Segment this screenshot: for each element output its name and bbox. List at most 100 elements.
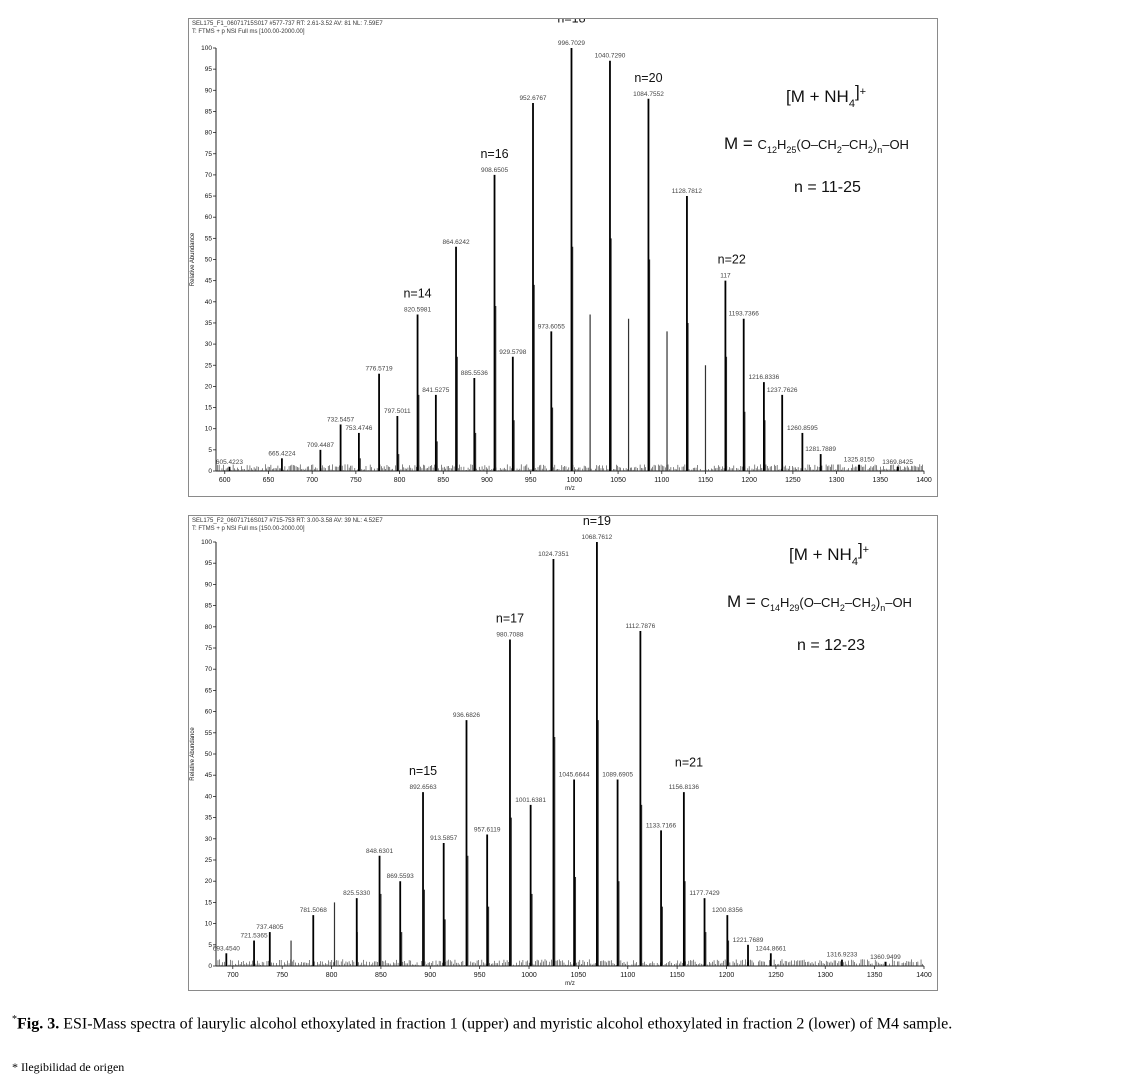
molecule-formula-part: 29 — [789, 603, 799, 613]
n-annotation: n=16 — [480, 147, 508, 161]
y-tick-label: 80 — [205, 624, 213, 631]
y-tick-label: 25 — [205, 857, 213, 864]
n-range-label: n = 12-23 — [797, 637, 865, 654]
n-annotation: n=15 — [409, 764, 437, 778]
figure-caption: *Fig. 3. ESI-Mass spectra of laurylic al… — [12, 1010, 1112, 1033]
caption-text: ESI-Mass spectra of laurylic alcohol eth… — [63, 1015, 953, 1033]
y-tick-label: 45 — [205, 278, 213, 285]
x-tick-label: 1250 — [785, 477, 801, 484]
y-tick-label: 85 — [205, 603, 213, 610]
x-tick-label: 800 — [326, 972, 338, 979]
x-tick-label: 800 — [394, 477, 406, 484]
n-annotation: n=22 — [718, 253, 746, 267]
peak-label: 1325.8150 — [844, 457, 875, 464]
peak-label: 957.6119 — [474, 827, 501, 834]
molecule-formula: M = C12H25(O–CH2–CH2)n–OH — [724, 134, 909, 155]
molecule-formula-part: 14 — [770, 603, 780, 613]
x-tick-label: 1100 — [620, 972, 635, 979]
peak-label: 1001.6381 — [515, 797, 546, 804]
y-tick-label: 5 — [208, 447, 212, 454]
spectrum-panel-upper: SEL175_F1_06071715S017 #577-737 RT: 2.61… — [188, 18, 938, 497]
peak-label: 820.5981 — [404, 306, 431, 313]
x-tick-label: 850 — [437, 477, 449, 484]
spectrum-header-line2: T: FTMS + p NSI Full ms [150.00-2000.00] — [192, 526, 305, 532]
peak-label: 1177.7429 — [689, 890, 720, 897]
spectrum-chart-lower: 0 5 10 15 20 25 30 35 40 45 50 55 60 65 70 75 80 85 90 95 10… — [190, 516, 932, 987]
y-tick-label: 25 — [205, 362, 213, 369]
molecule-formula-part: –OH — [882, 137, 909, 152]
x-tick-label: 950 — [474, 972, 486, 979]
y-tick-label: 60 — [205, 214, 213, 221]
molecule-formula-part: 2 — [871, 603, 876, 613]
x-tick-label: 750 — [350, 477, 362, 484]
peak-label: 929.5798 — [499, 349, 526, 356]
peak-label: 1369.8425 — [882, 459, 913, 466]
x-tick-label: 700 — [306, 477, 318, 484]
molecule-formula-part: n — [877, 145, 882, 155]
x-tick-label: 1200 — [719, 972, 735, 979]
ion-formula: [M + NH4]+ — [789, 540, 869, 568]
peak-label: 1360.9499 — [870, 954, 901, 961]
peak-label: 864.6242 — [442, 239, 469, 246]
molecule-formula-part: ) — [876, 595, 880, 610]
peak-label: 117 — [720, 273, 731, 280]
peak-label: 892.6563 — [409, 784, 436, 791]
peak-label: 709.4487 — [307, 442, 334, 449]
ion-formula-part: [M + NH — [786, 87, 849, 106]
y-tick-label: 70 — [205, 172, 213, 179]
x-tick-label: 1300 — [829, 477, 845, 484]
peak-label: 1089.6905 — [602, 771, 633, 778]
y-tick-label: 95 — [205, 66, 213, 73]
x-tick-label: 1050 — [571, 972, 587, 979]
y-tick-label: 5 — [208, 942, 212, 949]
molecule-formula-part: 2 — [837, 145, 842, 155]
y-tick-label: 40 — [205, 299, 213, 306]
molecule-formula-part: C — [758, 137, 767, 152]
x-tick-label: 650 — [263, 477, 275, 484]
peak-label: 1221.7689 — [733, 937, 764, 944]
ion-formula-part: ] — [855, 82, 860, 101]
caption-label: Fig. 3. — [17, 1015, 60, 1033]
n-annotation: n=19 — [583, 516, 611, 528]
peak-label: 952.6767 — [519, 95, 546, 102]
peak-label: 980.7088 — [496, 632, 523, 639]
y-tick-label: 100 — [201, 539, 212, 546]
y-tick-label: 90 — [205, 581, 213, 588]
peak-label: 1200.8356 — [712, 907, 743, 914]
x-tick-label: 700 — [227, 972, 239, 979]
peak-label: 1024.7351 — [538, 551, 569, 558]
peak-label: 908.6505 — [481, 167, 508, 174]
x-axis-label: m/z — [565, 486, 575, 492]
peak-label: 1133.7166 — [646, 822, 677, 829]
peak-label: 737.4805 — [256, 924, 283, 931]
y-tick-label: 100 — [201, 45, 212, 52]
y-tick-label: 0 — [208, 963, 212, 970]
y-tick-label: 70 — [205, 666, 213, 673]
ion-formula: [M + NH4]+ — [786, 82, 866, 110]
y-tick-label: 10 — [205, 921, 213, 928]
x-tick-label: 1050 — [610, 477, 626, 484]
peak-label: 665.4224 — [268, 450, 295, 457]
y-tick-label: 15 — [205, 899, 213, 906]
y-tick-label: 75 — [205, 151, 213, 158]
y-tick-label: 95 — [205, 560, 213, 567]
n-annotation: n=18 — [557, 19, 585, 26]
x-tick-label: 1400 — [916, 477, 932, 484]
y-tick-label: 55 — [205, 730, 213, 737]
ion-formula-part: 4 — [852, 556, 858, 568]
caption-marker: * — [12, 1014, 17, 1025]
molecule-formula-part: 2 — [840, 603, 845, 613]
molecule-formula-part: –CH — [845, 595, 871, 610]
x-tick-label: 1000 — [521, 972, 537, 979]
molecule-formula-part: (O–CH — [799, 595, 839, 610]
y-tick-label: 0 — [208, 468, 212, 475]
peak-label: 1193.7366 — [729, 311, 760, 318]
spectrum-panel-lower: SEL175_F2_06071716S017 #715-753 RT: 3.00… — [188, 515, 938, 991]
molecule-formula-part: C — [761, 595, 770, 610]
spectrum-header-line2: T: FTMS + p NSI Full ms [100.00-2000.00] — [192, 29, 305, 35]
ion-formula-part: [M + NH — [789, 545, 852, 564]
peak-label: 1156.8136 — [669, 784, 700, 791]
x-tick-label: 900 — [424, 972, 436, 979]
y-tick-label: 40 — [205, 793, 213, 800]
peak-label: 885.5536 — [461, 370, 488, 377]
